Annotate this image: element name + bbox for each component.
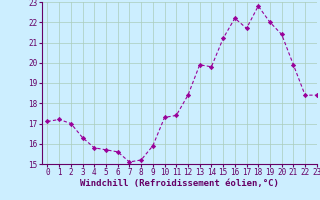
X-axis label: Windchill (Refroidissement éolien,°C): Windchill (Refroidissement éolien,°C) xyxy=(80,179,279,188)
